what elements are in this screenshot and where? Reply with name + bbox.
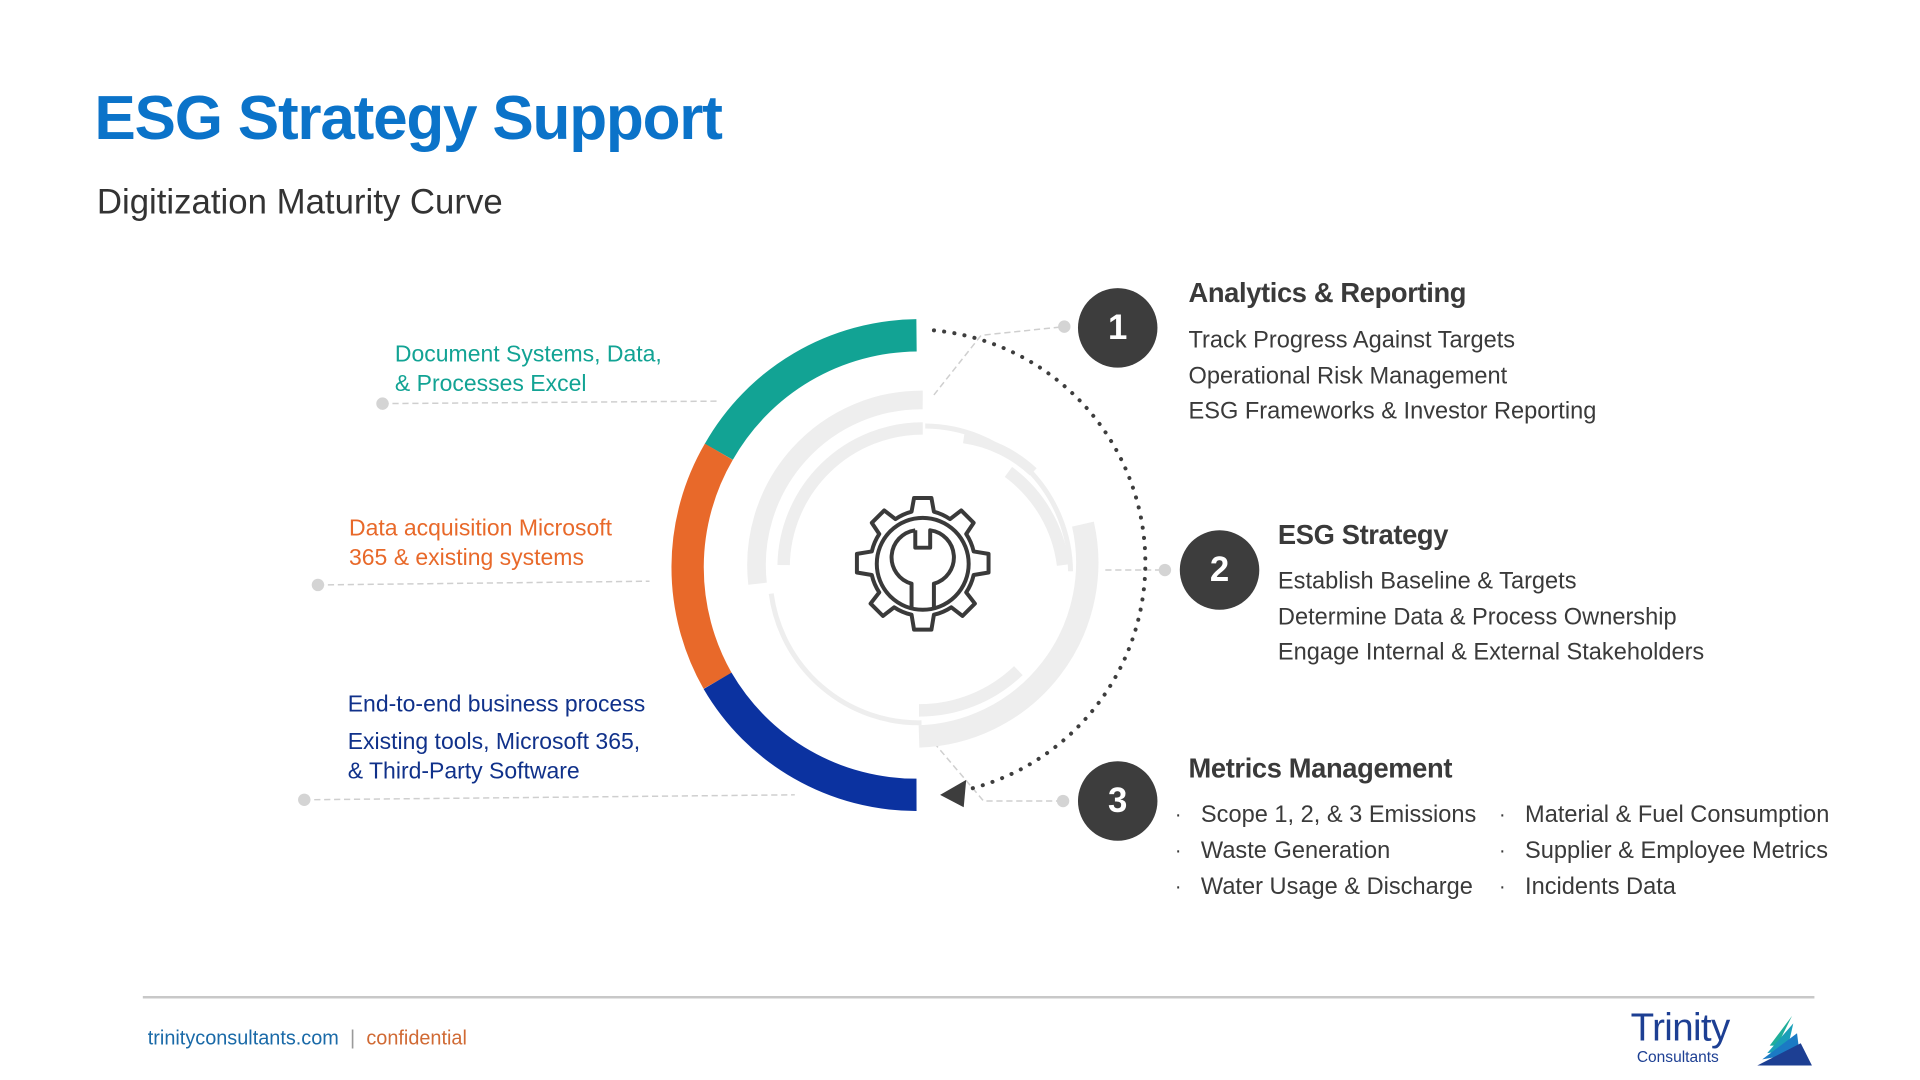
- section-heading-esg-strategy: ESG Strategy: [1277, 519, 1449, 551]
- step-badge-1: 1: [1077, 288, 1158, 368]
- section-heading-metrics: Metrics Management: [1188, 752, 1453, 784]
- footer-website-link[interactable]: trinityconsultants.com: [147, 1028, 339, 1050]
- trinity-logo: Trinity Consultants: [1631, 1006, 1817, 1070]
- leader-dots: [298, 320, 1172, 808]
- step-badge-2: 2: [1179, 530, 1260, 610]
- metric-item: · Supplier & Employee Metrics: [1498, 838, 1828, 865]
- footer: trinityconsultants.com | confidential: [148, 1028, 467, 1050]
- arc-navy: [703, 672, 917, 811]
- section-list-analytics: Track Progress Against Targets Operation…: [1188, 327, 1597, 425]
- arc-orange: [671, 443, 733, 689]
- inner-rings: [747, 390, 1099, 748]
- metric-item: · Water Usage & Discharge: [1174, 874, 1473, 901]
- logo-wordmark: Trinity: [1630, 1005, 1731, 1050]
- metric-item: · Material & Fuel Consumption: [1498, 802, 1830, 829]
- section-list-esg-strategy: Establish Baseline & Targets Determine D…: [1277, 568, 1705, 666]
- footer-divider: [142, 996, 1815, 999]
- page-subtitle: Digitization Maturity Curve: [96, 182, 503, 222]
- maturity-arc: [671, 319, 917, 811]
- arrow-head-icon: [940, 779, 967, 808]
- page-title: ESG Strategy Support: [94, 83, 722, 153]
- logo-subtitle: Consultants: [1636, 1048, 1719, 1066]
- segment-label-document-systems: Document Systems, Data, & Processes Exce…: [394, 340, 662, 397]
- footer-classification: confidential: [366, 1028, 467, 1050]
- footer-separator: |: [350, 1028, 356, 1050]
- gear-wrench-icon: [854, 496, 991, 632]
- logo-triangle-icon: [1757, 1015, 1812, 1066]
- arc-teal: [704, 319, 917, 460]
- section-heading-analytics: Analytics & Reporting: [1188, 276, 1467, 308]
- dotted-arc: [931, 328, 1148, 792]
- metric-item: · Incidents Data: [1498, 874, 1676, 901]
- metric-item: · Scope 1, 2, & 3 Emissions: [1174, 802, 1477, 829]
- leader-lines: [304, 325, 1165, 802]
- metric-item: · Waste Generation: [1174, 838, 1391, 865]
- step-badge-3: 3: [1077, 761, 1158, 841]
- segment-label-end-to-end: End-to-end business process Existing too…: [347, 690, 646, 784]
- segment-label-data-acquisition: Data acquisition Microsoft 365 & existin…: [348, 514, 613, 571]
